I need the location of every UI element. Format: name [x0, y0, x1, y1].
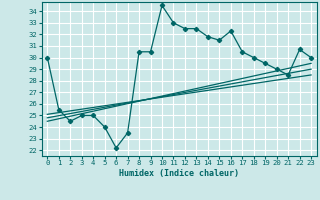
X-axis label: Humidex (Indice chaleur): Humidex (Indice chaleur): [119, 169, 239, 178]
